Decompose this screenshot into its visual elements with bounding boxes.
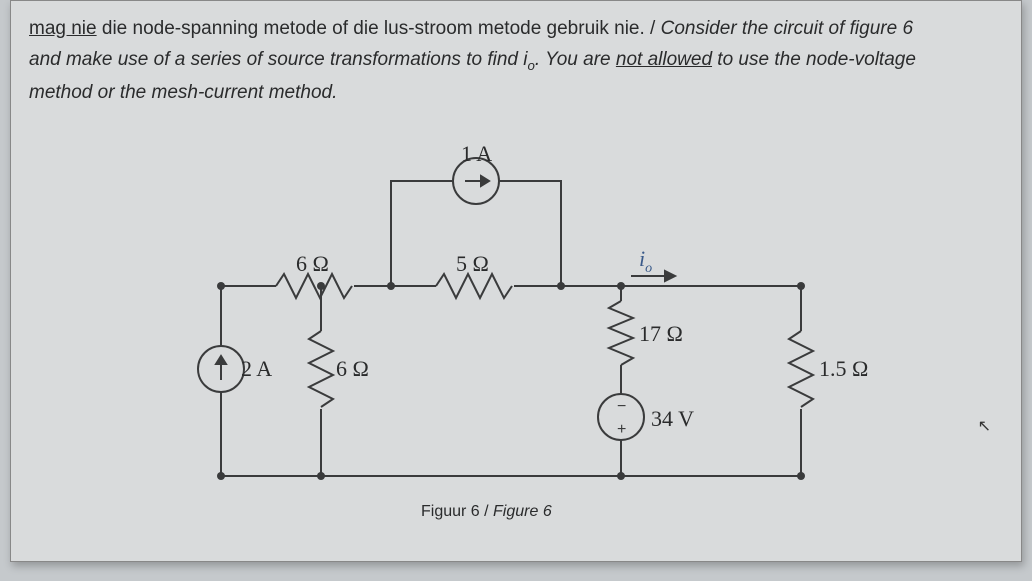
label-1a: 1 A xyxy=(461,141,492,166)
mag-nie: mag nie xyxy=(29,18,97,39)
label-17ohm: 17 Ω xyxy=(639,321,683,346)
not-allowed: not allowed xyxy=(616,49,712,70)
q-l2-p1: and make use of a series of source trans… xyxy=(29,49,523,70)
q-l1-p2: die node-spanning metode of die lus-stro… xyxy=(97,18,661,39)
svg-text:+: + xyxy=(617,421,626,438)
label-io: io xyxy=(639,246,652,276)
label-34v: 34 V xyxy=(651,406,694,431)
q-l1-p3: Consider the circuit of figure 6 xyxy=(661,18,913,39)
q-l2-p3: to use the node-voltage xyxy=(712,49,916,70)
label-6ohm-v: 6 Ω xyxy=(336,356,369,381)
q-io: io xyxy=(523,49,535,70)
document-page: mag nie die node-spanning metode of die … xyxy=(10,0,1022,562)
label-1p5ohm: 1.5 Ω xyxy=(819,356,868,381)
svg-text:−: − xyxy=(617,398,626,415)
label-2a: 2 A xyxy=(241,356,272,381)
label-5ohm: 5 Ω xyxy=(456,251,489,276)
q-l2-p2: . You are xyxy=(535,49,616,70)
circuit-diagram: 1 A 6 Ω 5 Ω io 2 A xyxy=(161,136,921,536)
q-l3: method or the mesh-current method. xyxy=(29,82,337,103)
label-6ohm-h: 6 Ω xyxy=(296,251,329,276)
question-text: mag nie die node-spanning metode of die … xyxy=(11,1,1021,114)
mouse-cursor-icon: ↖ xyxy=(978,416,991,436)
figure-caption: Figuur 6 / Figure 6 xyxy=(421,503,552,520)
